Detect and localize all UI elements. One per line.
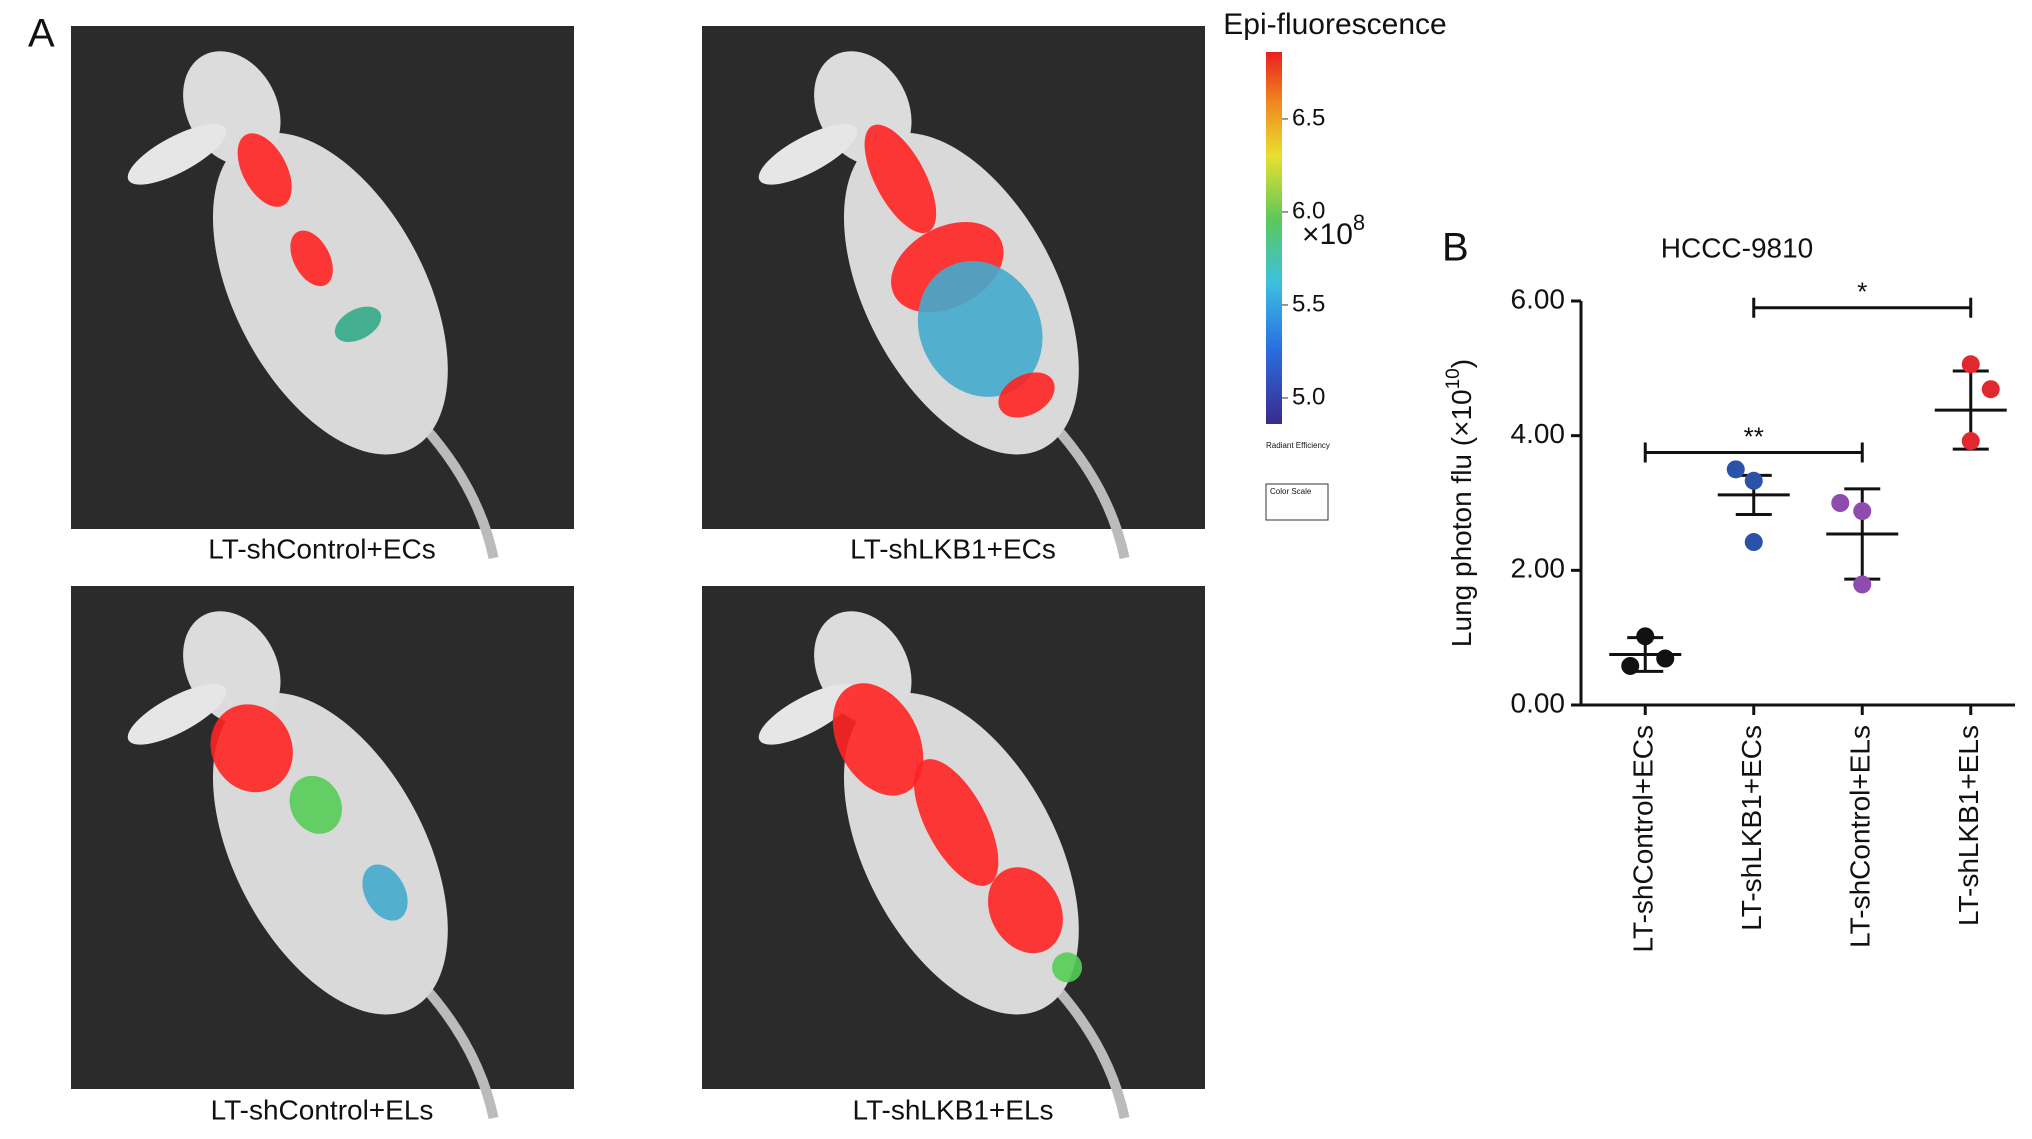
data-point [1621, 656, 1640, 675]
data-point [1744, 533, 1763, 552]
y-axis-label-exp: 10 [1443, 368, 1464, 389]
data-point [1831, 494, 1850, 512]
significance-label: * [1857, 277, 1867, 307]
data-point [1726, 460, 1745, 479]
data-point [1961, 432, 1980, 451]
signal-blob [237, 133, 292, 207]
mouse-image [758, 51, 1130, 560]
signal-blob [362, 864, 408, 921]
significance-label: ** [1744, 421, 1764, 451]
data-point [1744, 471, 1763, 490]
x-tick-label: LT-shLKB1+ECs [1736, 725, 1767, 931]
colorbar-tick-label: 6.0 [1292, 197, 1325, 224]
y-tick-label: 6.00 [1511, 283, 1566, 314]
signal-blob [210, 704, 293, 793]
colorbar [1266, 52, 1282, 424]
colorbar-note: Color Scale [1270, 487, 1312, 496]
colorbar-scale: ×108 [1302, 210, 1365, 251]
data-point [1853, 575, 1872, 594]
colorbar-title: Epi-fluorescence [1223, 8, 1446, 41]
signal-blob [290, 230, 333, 287]
panel-label: A [28, 12, 55, 56]
y-axis-label-part: Lung photon flu (×10 [1446, 389, 1477, 647]
data-point [1853, 502, 1872, 521]
mouse-ear [758, 684, 858, 745]
chart-title: HCCC-9810 [1661, 232, 1814, 263]
mouse-tail [419, 422, 499, 560]
y-tick-label: 4.00 [1511, 418, 1566, 449]
x-tick-label: LT-shLKB1+ELs [1953, 725, 1984, 926]
colorbar-note-box [1265, 483, 1329, 521]
signal-blob [334, 306, 382, 342]
colorbar-tick-label: 5.5 [1292, 290, 1325, 317]
image-caption: LT-shControl+ELs [211, 1094, 434, 1125]
mouse-ear [758, 124, 858, 185]
mouse-tail [419, 982, 499, 1120]
x-tick-label: LT-shControl+ELs [1845, 725, 1876, 948]
y-axis-label: Lung photon flu (×1010) [1443, 359, 1477, 647]
colorbar-tick-label: 5.0 [1292, 383, 1325, 410]
signal-blob [913, 759, 999, 886]
data-point [1636, 627, 1655, 646]
image-caption: LT-shLKB1+ELs [852, 1094, 1053, 1125]
colorbar-scale-exp: 8 [1353, 210, 1365, 235]
mouse-tail [1050, 982, 1130, 1120]
mouse-image [758, 611, 1130, 1120]
signal-blob [917, 261, 1043, 397]
mouse-image [127, 611, 499, 1120]
x-tick-label: LT-shControl+ECs [1628, 725, 1659, 952]
panel-label: B [1442, 226, 1469, 270]
y-tick-label: 2.00 [1511, 553, 1566, 584]
y-tick-label: 0.00 [1511, 687, 1566, 718]
data-point [1656, 649, 1675, 668]
mouse-body [212, 132, 448, 455]
signal-blob [1052, 952, 1083, 983]
signal-blob [988, 867, 1063, 954]
colorbar-unit: Radiant Efficiency [1266, 441, 1330, 450]
data-point [1981, 380, 2000, 399]
signal-blob [864, 124, 937, 234]
signal-blob [289, 775, 342, 834]
colorbar-tick-label: 6.5 [1292, 104, 1325, 131]
image-caption: LT-shLKB1+ECs [850, 533, 1056, 564]
signal-blob [832, 683, 924, 796]
mouse-tail [1050, 422, 1130, 560]
mouse-image [127, 51, 499, 560]
image-caption: LT-shControl+ECs [208, 533, 435, 564]
mouse-ear [127, 684, 227, 745]
y-axis-label-part: ) [1446, 359, 1477, 368]
mouse-ear [127, 124, 227, 185]
signal-blob [998, 372, 1055, 418]
data-point [1961, 355, 1980, 374]
colorbar-scale-base: ×10 [1302, 218, 1353, 251]
